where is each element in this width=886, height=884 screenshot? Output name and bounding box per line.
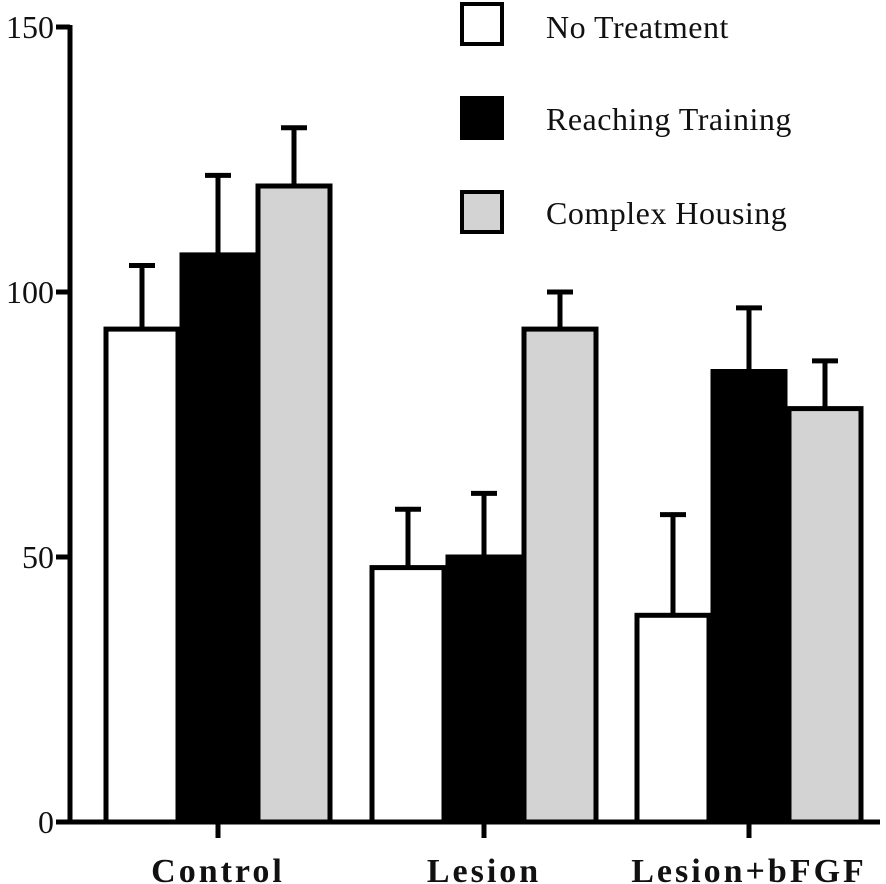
- x-axis-ticks: Control Lesion Lesion+bFGF: [151, 822, 867, 884]
- bar-complex-housing-lesion-bfgf: [786, 406, 864, 825]
- legend-label-no-treatment: No Treatment: [546, 9, 729, 45]
- y-axis-ticks: 0 50 100 150: [6, 9, 70, 840]
- legend-label-complex-housing: Complex Housing: [546, 195, 787, 231]
- legend-item-complex-housing: Complex Housing: [460, 190, 787, 234]
- bar-reaching-training-lesion: [445, 554, 523, 825]
- legend-item-no-treatment: No Treatment: [460, 2, 729, 46]
- legend-swatch-reaching-training: [460, 96, 504, 140]
- legend-label-reaching-training: Reaching Training: [546, 101, 792, 137]
- y-tick-label: 50: [22, 539, 54, 575]
- bar-no-treatment-lesion-bfgf: [634, 612, 712, 825]
- y-tick-label: 150: [6, 9, 54, 45]
- error-bars-layer: [129, 125, 838, 616]
- legend-item-reaching-training: Reaching Training: [460, 96, 792, 140]
- bar-reaching-training-control: [179, 252, 257, 825]
- legend-swatch-no-treatment: [460, 2, 504, 46]
- category-label-lesion: Lesion: [427, 853, 541, 884]
- legend-swatch-complex-housing: [460, 190, 504, 234]
- y-tick-label: 0: [38, 804, 54, 840]
- y-tick-label: 100: [6, 274, 54, 310]
- bar-complex-housing-lesion: [521, 326, 599, 825]
- legend: No Treatment Reaching Training Complex H…: [460, 2, 792, 234]
- bar-no-treatment-control: [103, 326, 181, 825]
- category-label-lesion-bfgf: Lesion+bFGF: [631, 853, 867, 884]
- bar-complex-housing-control: [255, 183, 333, 825]
- bar-no-treatment-lesion: [369, 565, 447, 825]
- category-label-control: Control: [151, 853, 285, 884]
- bar-reaching-training-lesion-bfgf: [710, 369, 788, 825]
